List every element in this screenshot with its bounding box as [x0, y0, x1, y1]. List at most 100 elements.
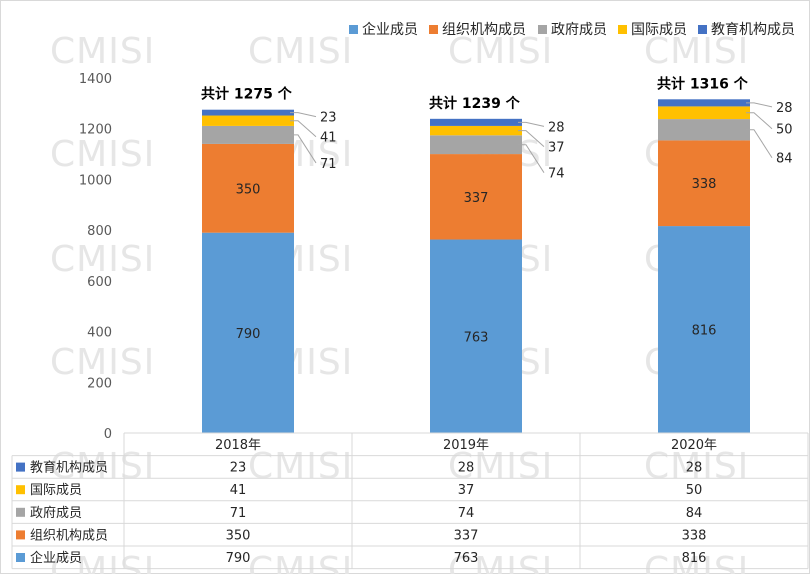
table-legend-swatch	[16, 485, 25, 495]
data-label: 763	[464, 330, 489, 345]
bar-segment	[202, 143, 294, 233]
leader-line	[518, 130, 545, 147]
watermark-text: CMISI	[50, 342, 155, 383]
total-label: 共计 1239 个	[429, 95, 521, 112]
x-tick-label: 2020年	[671, 438, 717, 453]
watermark-text: CMISI	[50, 31, 155, 72]
data-label: 41	[320, 131, 337, 146]
bars-layer	[202, 99, 750, 433]
table-cell: 350	[226, 528, 251, 543]
leader-line	[518, 144, 545, 173]
x-tick-label: 2018年	[215, 438, 261, 453]
legend: 企业成员 组织机构成员 政府成员 国际成员 教育机构成员	[349, 21, 795, 38]
data-label: 350	[236, 182, 261, 197]
data-label: 71	[320, 157, 337, 172]
table-cell: 28	[686, 461, 703, 476]
total-label: 共计 1316 个	[657, 75, 749, 92]
data-label: 338	[692, 177, 717, 192]
watermark-text: CMISI	[448, 550, 553, 574]
total-label: 共计 1275 个	[201, 86, 293, 103]
table-legend-swatch	[16, 507, 25, 517]
table-cell: 41	[230, 483, 247, 498]
table-legend-swatch	[16, 462, 25, 472]
table-cell: 763	[454, 551, 479, 566]
leader-line	[746, 112, 773, 130]
data-label: 74	[548, 167, 565, 182]
bar-segment	[202, 109, 294, 116]
bar-segment	[658, 140, 750, 227]
table-row-label: 政府成员	[30, 506, 82, 521]
y-tick-label: 800	[87, 224, 112, 239]
y-tick-label: 1000	[79, 173, 112, 188]
legend-label: 企业成员	[362, 21, 418, 38]
data-label: 28	[776, 101, 793, 116]
watermark-text: CMISI	[644, 446, 749, 487]
bar-segment	[430, 239, 522, 433]
bar-segment	[430, 125, 522, 136]
table-cell: 816	[682, 551, 707, 566]
table-cell: 23	[230, 461, 247, 476]
table-row-label: 教育机构成员	[30, 460, 108, 476]
legend-label: 政府成员	[551, 22, 607, 38]
y-tick-label: 600	[87, 275, 112, 290]
data-label: 37	[548, 141, 565, 156]
legend-swatch	[429, 25, 438, 34]
y-tick-label: 0	[104, 427, 112, 442]
watermark-text: CMISI	[50, 550, 155, 574]
data-label: 337	[464, 191, 489, 206]
table-legend-swatch	[16, 553, 25, 562]
watermark-text: CMISI	[448, 446, 553, 487]
table-legend-swatch	[16, 530, 25, 540]
data-label: 790	[236, 327, 261, 342]
bar-segment	[202, 125, 294, 144]
y-tick-label: 200	[87, 376, 112, 391]
bar-segment	[202, 232, 294, 433]
table-cell: 790	[226, 551, 251, 566]
bar-segment	[430, 118, 522, 126]
table-row-label: 企业成员	[30, 550, 82, 566]
data-label: 84	[776, 152, 793, 167]
legend-swatch	[618, 25, 627, 34]
legend-swatch	[698, 25, 707, 34]
watermark-layer: CMISI CMISI CMISI CMISI CMISI CMISI CMISI CMISI…	[50, 31, 749, 574]
data-label: 50	[776, 123, 793, 138]
watermark-text: CMISI	[248, 31, 353, 72]
bar-segment	[658, 226, 750, 433]
table-cell: 28	[458, 461, 475, 476]
bar-segment	[658, 99, 750, 107]
table-cell: 74	[458, 506, 475, 521]
data-labels: 790 350 23 41 71 共计 1275 个 763 337 28 37 74 共计 1239…	[201, 75, 793, 345]
y-tick-label: 1200	[79, 123, 112, 138]
table-cell: 37	[458, 483, 475, 498]
watermark-text: CMISI	[248, 446, 353, 487]
leader-line	[746, 102, 773, 108]
y-tick-label: 1400	[79, 72, 112, 87]
table-cell: 338	[682, 528, 707, 543]
leader-line	[518, 121, 545, 127]
watermark-text: CMISI	[644, 31, 749, 72]
bar-segment	[658, 119, 750, 141]
table-row-label: 国际成员	[30, 483, 82, 498]
data-label: 28	[548, 120, 565, 135]
watermark-text: CMISI	[50, 134, 155, 175]
data-label: 816	[692, 324, 717, 339]
bar-segment	[430, 135, 522, 155]
table-cell: 84	[686, 506, 703, 521]
table-row-label: 组织机构成员	[30, 528, 108, 543]
watermark-text: CMISI	[50, 446, 155, 487]
leader-line	[290, 120, 317, 138]
leader-line	[290, 112, 317, 118]
y-axis: 0 200 400 600 800 1000 1200 1400	[79, 72, 112, 442]
table-cell: 71	[230, 506, 247, 521]
legend-label: 国际成员	[631, 22, 687, 38]
y-tick-label: 400	[87, 326, 112, 341]
leader-line	[290, 134, 317, 164]
legend-swatch	[349, 25, 358, 34]
bar-segment	[658, 106, 750, 120]
watermark-text: CMISI	[448, 31, 553, 72]
watermark-text: CMISI	[248, 550, 353, 574]
legend-label: 教育机构成员	[711, 22, 795, 38]
table-cell: 337	[454, 528, 479, 543]
